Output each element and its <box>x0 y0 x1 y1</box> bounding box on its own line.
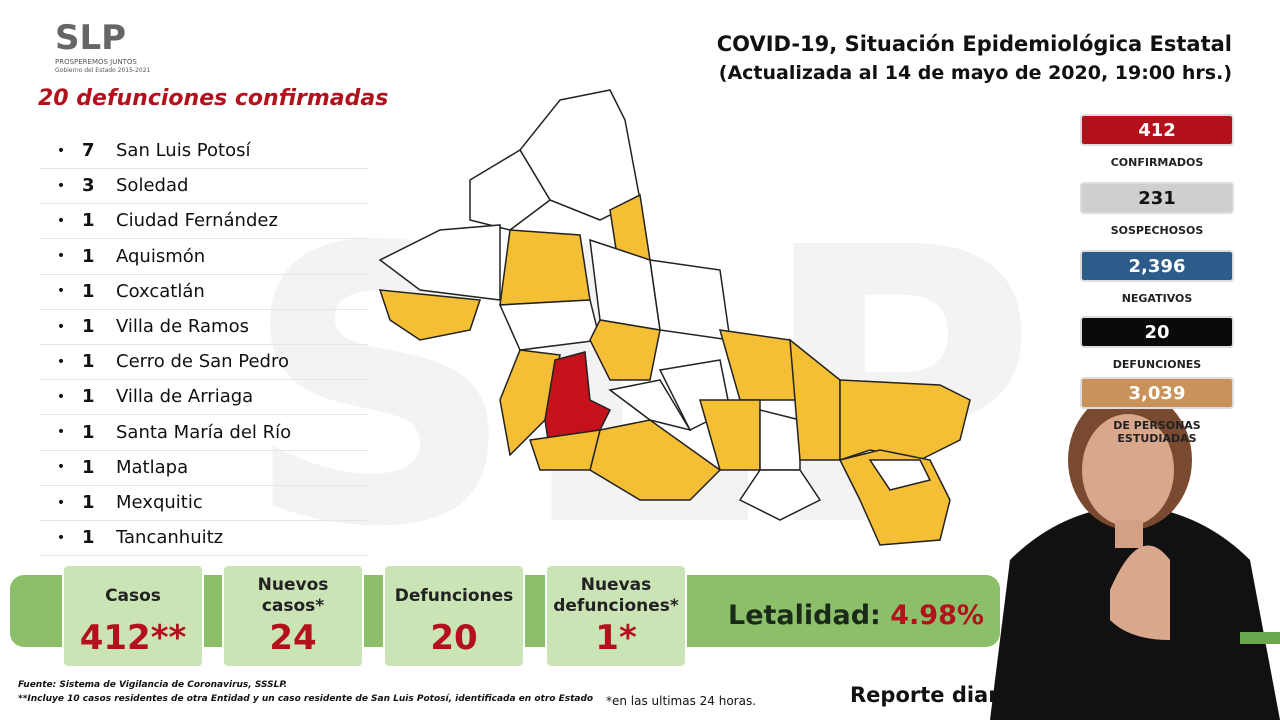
municipality: Cerro de San Pedro <box>116 351 290 373</box>
municipality: Coxcatlán <box>116 280 205 302</box>
death-count: 3 <box>82 175 95 197</box>
summary-box: Nuevos casos* 24 <box>222 564 364 668</box>
stat-label: CONFIRMADOS <box>1110 156 1204 169</box>
summary-value: 20 <box>430 618 478 658</box>
lethality-label: Letalidad: <box>728 600 881 631</box>
summary-box: Nuevas defunciones* 1* <box>545 564 687 668</box>
stat-value: 2,396 <box>1080 250 1234 282</box>
list-row: 1 Coxcatlán <box>40 274 368 310</box>
death-count: 1 <box>82 245 95 267</box>
summary-value: 1* <box>595 618 637 658</box>
summary-label: Defunciones <box>394 585 514 606</box>
death-count: 7 <box>82 140 95 161</box>
stat-label: SOSPECHOSOS <box>1110 224 1204 237</box>
lethality: Letalidad: 4.98% <box>728 600 984 631</box>
municipality: Ciudad Fernández <box>116 210 278 232</box>
death-count: 1 <box>82 421 95 443</box>
presenter <box>990 390 1280 720</box>
list-row: 1 Santa María del Río <box>40 415 368 451</box>
state-map <box>378 89 971 546</box>
stat-value: 20 <box>1080 316 1234 348</box>
municipality: San Luis Potosí <box>116 140 251 161</box>
summary-value: 412** <box>79 618 187 658</box>
footer-source: Fuente: Sistema de Vigilancia de Coronav… <box>18 680 288 690</box>
summary-label: Casos <box>105 585 161 606</box>
death-count: 1 <box>82 316 95 337</box>
municipality: Villa de Arriaga <box>116 386 254 408</box>
logo-name: SLP <box>55 18 127 58</box>
list-row: 1 Tancanhuitz <box>40 520 368 557</box>
header-title: COVID-19, Situación Epidemiológica Estat… <box>716 32 1232 56</box>
municipality: Villa de Ramos <box>116 316 249 337</box>
municipality: Mexquitic <box>116 492 203 513</box>
summary-box: Casos 412** <box>62 564 204 668</box>
municipality: Soledad <box>116 175 189 197</box>
summary-label: Nuevas defunciones* <box>553 575 679 616</box>
municipality: Aquismón <box>116 245 206 267</box>
list-row: 1 Ciudad Fernández <box>40 203 368 240</box>
lethality-value: 4.98% <box>890 600 984 631</box>
death-count: 1 <box>82 210 95 232</box>
stat-label: DEFUNCIONES <box>1112 358 1202 371</box>
list-row: 7 San Luis Potosí <box>40 133 368 169</box>
list-title: 20 defunciones confirmadas <box>38 86 389 111</box>
list-row: 1 Cerro de San Pedro <box>40 344 368 381</box>
stat-label: DE PERSONAS ESTUDIADAS <box>1113 419 1201 445</box>
footer-asterisk: *en las ultimas 24 horas. <box>606 694 757 708</box>
death-count: 1 <box>82 351 95 373</box>
death-count: 1 <box>82 492 95 513</box>
death-count: 1 <box>82 456 95 478</box>
summary-label: Nuevos casos* <box>257 575 329 616</box>
municipality: Matlapa <box>116 456 189 478</box>
death-count: 1 <box>82 280 95 302</box>
list-row: 1 Matlapa <box>40 450 368 486</box>
header-subtitle: (Actualizada al 14 de mayo de 2020, 19:0… <box>718 62 1232 84</box>
list-row: 3 Soledad <box>40 168 368 205</box>
list-row: 1 Villa de Arriaga <box>40 379 368 416</box>
footer-note: **Incluye 10 casos residentes de otra En… <box>18 694 594 704</box>
logo-subtitle: Gobierno del Estado 2015-2021 <box>55 67 151 74</box>
list-row: 1 Aquismón <box>40 239 368 275</box>
summary-box: Defunciones 20 <box>383 564 525 668</box>
death-count: 1 <box>82 527 95 549</box>
stat-value: 231 <box>1080 182 1234 214</box>
list-row: 1 Villa de Ramos <box>40 309 368 345</box>
logo-tagline: PROSPEREMOS JUNTOS <box>55 58 137 66</box>
summary-value: 24 <box>269 618 317 658</box>
municipality: Tancanhuitz <box>116 527 224 549</box>
stat-value: 3,039 <box>1080 377 1234 409</box>
stat-label: NEGATIVOS <box>1121 292 1193 305</box>
report-label: Reporte diario <box>850 683 1021 707</box>
municipality: Santa María del Río <box>116 421 292 443</box>
death-count: 1 <box>82 386 95 408</box>
list-row: 1 Mexquitic <box>40 485 368 521</box>
stat-value: 412 <box>1080 114 1234 146</box>
